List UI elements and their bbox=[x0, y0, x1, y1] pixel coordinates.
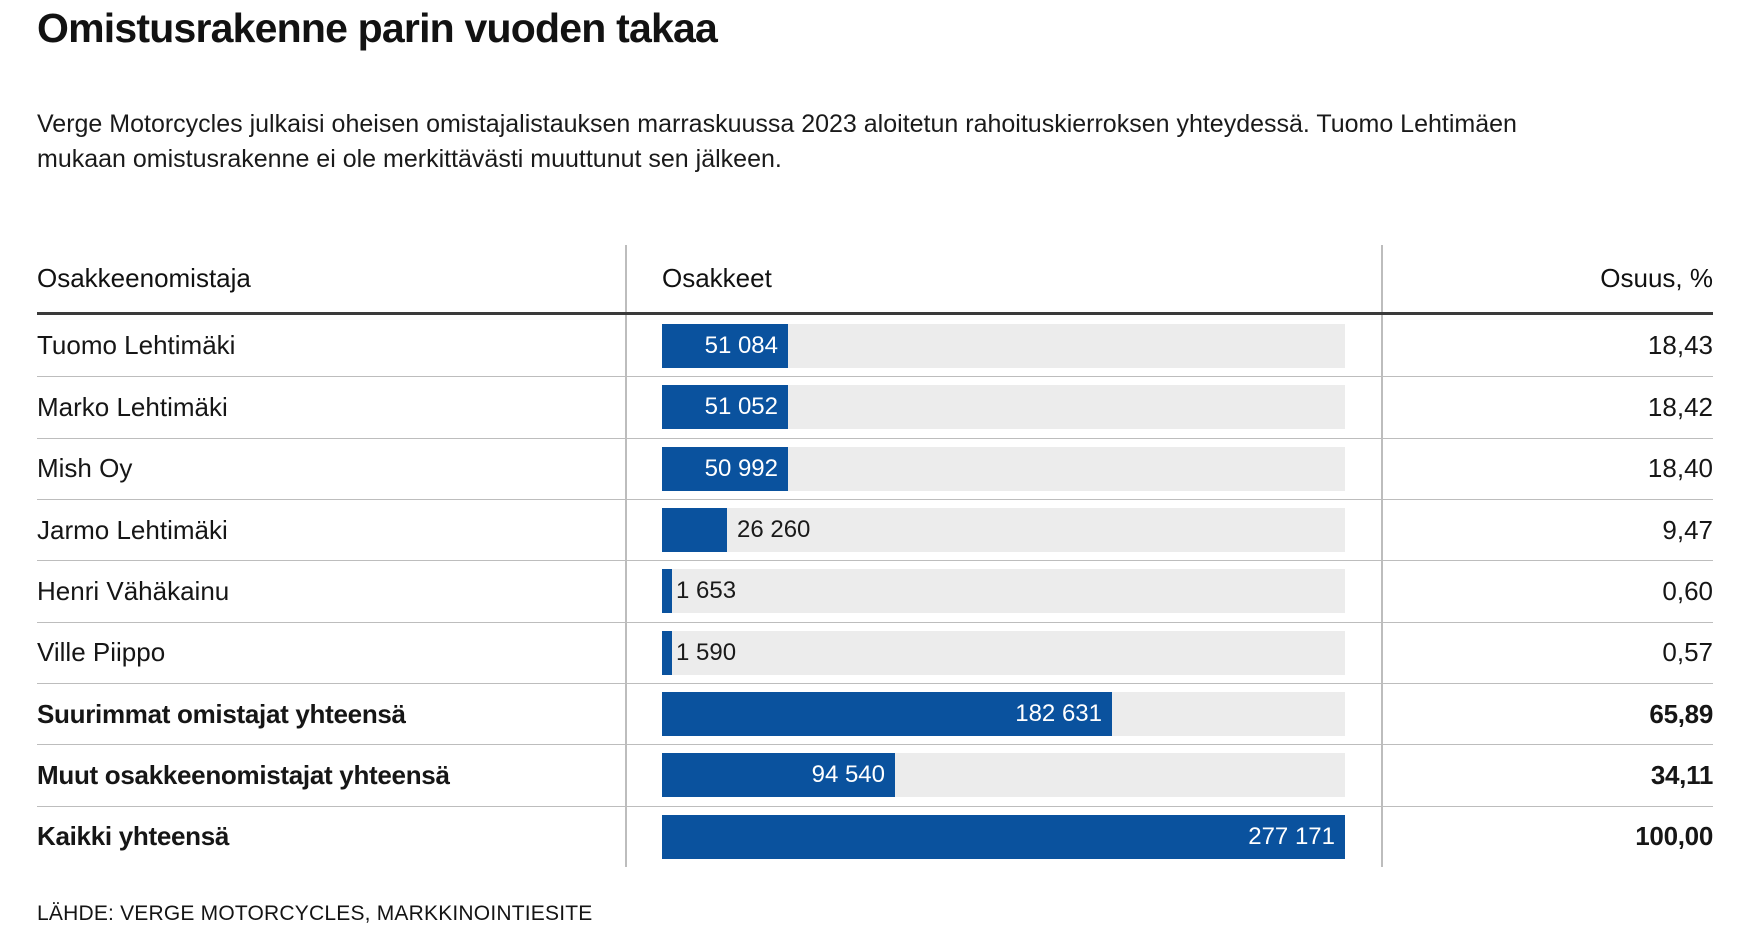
shares-bar-track: 94 540 bbox=[662, 753, 1345, 798]
table-row: Jarmo Lehtimäki 26 260 9,47 bbox=[37, 498, 1713, 560]
shareholder-name: Ville Piippo bbox=[37, 637, 166, 668]
ownership-table: Osakkeenomistaja Osakkeet Osuus, % Tuomo… bbox=[37, 245, 1713, 867]
shares-cell: 277 171 bbox=[625, 814, 1381, 859]
share-percent-value: 18,40 bbox=[1647, 453, 1713, 484]
column-divider bbox=[1381, 245, 1383, 867]
shares-bar bbox=[662, 508, 727, 553]
shareholder-name: Henri Vähäkainu bbox=[37, 575, 230, 606]
shareholder-name: Tuomo Lehtimäki bbox=[37, 330, 236, 361]
table-row: Ville Piippo 1 590 0,57 bbox=[37, 621, 1713, 683]
shares-bar-track: 182 631 bbox=[662, 692, 1345, 737]
share-percent-value: 65,89 bbox=[1649, 698, 1713, 729]
table-row: Suurimmat omistajat yhteensä 182 631 65,89 bbox=[37, 682, 1713, 744]
shares-value-label: 26 260 bbox=[737, 516, 811, 544]
shares-cell: 1 653 bbox=[625, 569, 1381, 614]
shareholder-name: Marko Lehtimäki bbox=[37, 391, 228, 422]
table-row: Muut osakkeenomistajat yhteensä 94 540 34,… bbox=[37, 744, 1713, 805]
shares-bar: 94 540 bbox=[662, 753, 895, 798]
column-divider bbox=[625, 245, 627, 867]
source-note: LÄHDE: VERGE MOTORCYCLES, MARKKINOINTIES… bbox=[37, 902, 593, 925]
shares-cell: 51 052 bbox=[625, 385, 1381, 430]
column-header-share-percent: Osuus, % bbox=[1600, 263, 1713, 293]
shares-bar-track: 51 052 bbox=[662, 385, 1345, 430]
shares-value-label: 51 084 bbox=[704, 331, 778, 359]
shares-cell: 50 992 bbox=[625, 446, 1381, 491]
column-header-shareholder: Osakkeenomistaja bbox=[37, 263, 251, 293]
shares-cell: 51 084 bbox=[625, 323, 1381, 368]
share-percent-value: 100,00 bbox=[1635, 821, 1713, 852]
share-percent-value: 18,43 bbox=[1647, 330, 1713, 361]
shares-bar: 51 084 bbox=[662, 323, 788, 368]
shares-value-label: 182 631 bbox=[1015, 700, 1102, 728]
shares-value-label: 51 052 bbox=[704, 393, 778, 421]
share-percent-value: 0,60 bbox=[1662, 575, 1713, 606]
share-percent-value: 18,42 bbox=[1647, 391, 1713, 422]
table-row: Henri Vähäkainu 1 653 0,60 bbox=[37, 560, 1713, 621]
page-title: Omistusrakenne parin vuoden takaa bbox=[37, 5, 718, 51]
table-row: Tuomo Lehtimäki 51 084 18,43 bbox=[37, 315, 1713, 376]
shares-bar-track: 277 171 bbox=[662, 814, 1345, 859]
shares-bar bbox=[662, 569, 672, 614]
shareholder-name: Jarmo Lehtimäki bbox=[37, 514, 228, 545]
table-header-row: Osakkeenomistaja Osakkeet Osuus, % bbox=[37, 245, 1713, 315]
shares-value-label: 50 992 bbox=[704, 454, 778, 482]
share-percent-value: 9,47 bbox=[1662, 514, 1713, 545]
shares-value-label: 1 653 bbox=[676, 577, 737, 605]
shares-value-label: 94 540 bbox=[811, 761, 885, 789]
table-row: Mish Oy 50 992 18,40 bbox=[37, 437, 1713, 499]
shares-cell: 94 540 bbox=[625, 753, 1381, 798]
shareholder-name: Suurimmat omistajat yhteensä bbox=[37, 698, 406, 729]
shares-bar: 51 052 bbox=[662, 385, 788, 430]
shares-cell: 26 260 bbox=[625, 508, 1381, 553]
share-percent-value: 0,57 bbox=[1662, 637, 1713, 668]
shareholder-name: Mish Oy bbox=[37, 453, 133, 484]
shares-value-label: 1 590 bbox=[676, 638, 737, 666]
shareholder-name: Muut osakkeenomistajat yhteensä bbox=[37, 759, 450, 790]
shares-bar: 182 631 bbox=[662, 692, 1112, 737]
shares-bar-track: 1 590 bbox=[662, 630, 1345, 675]
shareholder-name: Kaikki yhteensä bbox=[37, 821, 230, 852]
share-percent-value: 34,11 bbox=[1650, 759, 1713, 790]
shares-bar-track: 26 260 bbox=[662, 508, 1345, 553]
shares-cell: 1 590 bbox=[625, 630, 1381, 675]
table-body: Tuomo Lehtimäki 51 084 18,43 Marko Lehtimäk… bbox=[37, 315, 1713, 867]
shares-bar-track: 1 653 bbox=[662, 569, 1345, 614]
table-row: Marko Lehtimäki 51 052 18,42 bbox=[37, 376, 1713, 437]
intro-text: Verge Motorcycles julkaisi oheisen omist… bbox=[37, 110, 1517, 173]
shares-value-label: 277 171 bbox=[1248, 822, 1335, 850]
shares-bar: 277 171 bbox=[662, 814, 1345, 859]
shares-cell: 182 631 bbox=[625, 692, 1381, 737]
table-row: Kaikki yhteensä 277 171 100,00 bbox=[37, 805, 1713, 867]
shares-bar-track: 50 992 bbox=[662, 446, 1345, 491]
shares-bar-track: 51 084 bbox=[662, 323, 1345, 368]
shares-bar: 50 992 bbox=[662, 446, 788, 491]
column-header-shares: Osakkeet bbox=[662, 263, 772, 293]
shares-bar bbox=[662, 630, 672, 675]
